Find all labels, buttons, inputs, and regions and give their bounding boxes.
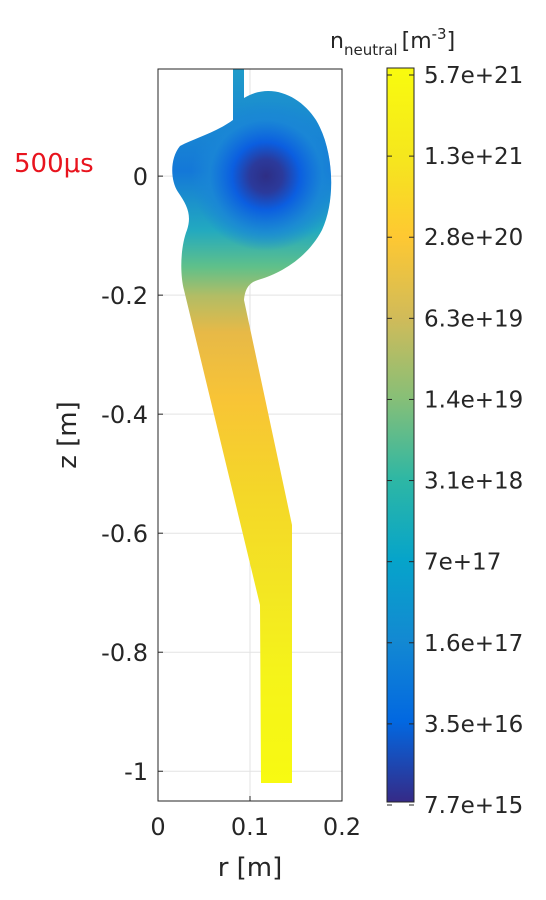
colorbar-gradient [386, 67, 415, 803]
colorbar-tick-label: 3.1e+18 [424, 469, 523, 495]
colorbar-tick-label: 3.5e+16 [424, 712, 523, 738]
x-tick-label: 0.1 [231, 813, 269, 841]
colorbar: 5.7e+21 1.3e+21 2.8e+20 6.3e+19 1.4e+19 3.1e+… [330, 25, 523, 819]
x-axis-label: r [m] [218, 853, 283, 883]
colorbar-tick-label: 1.4e+19 [424, 387, 523, 413]
y-axis: 0 -0.2 -0.4 -0.6 -0.8 -1 [101, 163, 163, 786]
x-axis: 0 0.1 0.2 [150, 796, 361, 841]
y-axis-label: z [m] [53, 401, 83, 469]
y-tick-label: -1 [124, 758, 148, 786]
colorbar-title: nneutral [m-3] [330, 25, 455, 59]
colorbar-tick-label: 7.7e+15 [424, 793, 523, 819]
colorbar-tick-label: 5.7e+21 [424, 63, 523, 89]
y-tick-label: -0.6 [101, 520, 148, 548]
y-tick-label: -0.8 [101, 639, 148, 667]
y-tick-label: 0 [133, 163, 148, 191]
colorbar-tick-label: 2.8e+20 [424, 225, 523, 251]
colorbar-ticks: 5.7e+21 1.3e+21 2.8e+20 6.3e+19 1.4e+19 3.1e+… [387, 63, 523, 819]
plot-area: 0 0.1 0.2 0 -0.2 -0.4 -0.6 -0.8 -1 [101, 68, 361, 841]
y-tick-label: -0.4 [101, 401, 148, 429]
x-tick-label: 0 [150, 813, 165, 841]
time-annotation: 500μs [14, 149, 94, 179]
colorbar-tick-label: 7e+17 [424, 550, 501, 576]
colorbar-tick-label: 1.3e+21 [424, 144, 523, 170]
colorbar-tick-label: 6.3e+19 [424, 306, 523, 332]
colorbar-tick-label: 1.6e+17 [424, 631, 523, 657]
x-tick-label: 0.2 [323, 813, 361, 841]
y-tick-label: -0.2 [101, 282, 148, 310]
